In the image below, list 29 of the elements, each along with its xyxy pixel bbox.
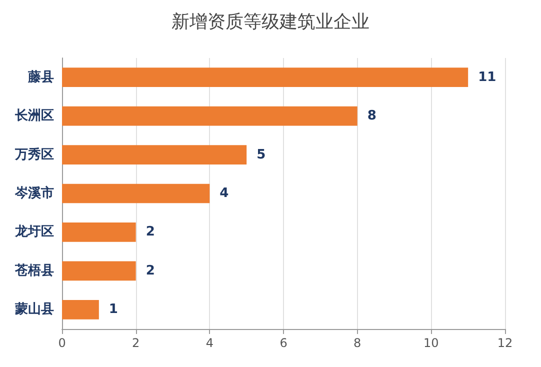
data-label: 1 — [108, 302, 118, 318]
chart-title: 新增资质等级建筑业企业 — [172, 12, 370, 32]
x-tick-label: 8 — [354, 336, 362, 350]
data-label: 5 — [256, 147, 266, 162]
y-tick-label: 长洲区 — [14, 108, 54, 124]
data-label: 2 — [146, 263, 155, 278]
y-tick-label: 藤县 — [27, 68, 54, 85]
bar — [62, 222, 136, 242]
x-tick-label: 10 — [424, 336, 439, 350]
y-tick-label: 岑溪市 — [14, 185, 54, 201]
x-tick-label: 4 — [206, 336, 214, 350]
x-tick-label: 2 — [132, 336, 140, 350]
bar — [62, 106, 358, 126]
x-tick-label: 12 — [497, 336, 513, 350]
data-label: 2 — [146, 224, 155, 240]
x-tick-label: 0 — [58, 336, 66, 350]
bar — [62, 68, 468, 88]
x-tick-label: 6 — [280, 336, 288, 350]
bar — [62, 184, 210, 204]
y-tick-label: 万秀区 — [14, 146, 54, 162]
y-tick-label: 龙圩区 — [14, 224, 54, 240]
bar — [62, 145, 247, 164]
y-tick-label: 苍梧县 — [14, 262, 54, 278]
data-label: 8 — [367, 108, 376, 124]
data-label: 4 — [220, 186, 229, 201]
y-tick-label: 蒙山县 — [14, 301, 54, 318]
bar — [62, 261, 136, 281]
data-label: 11 — [478, 70, 496, 85]
bar — [62, 300, 99, 320]
